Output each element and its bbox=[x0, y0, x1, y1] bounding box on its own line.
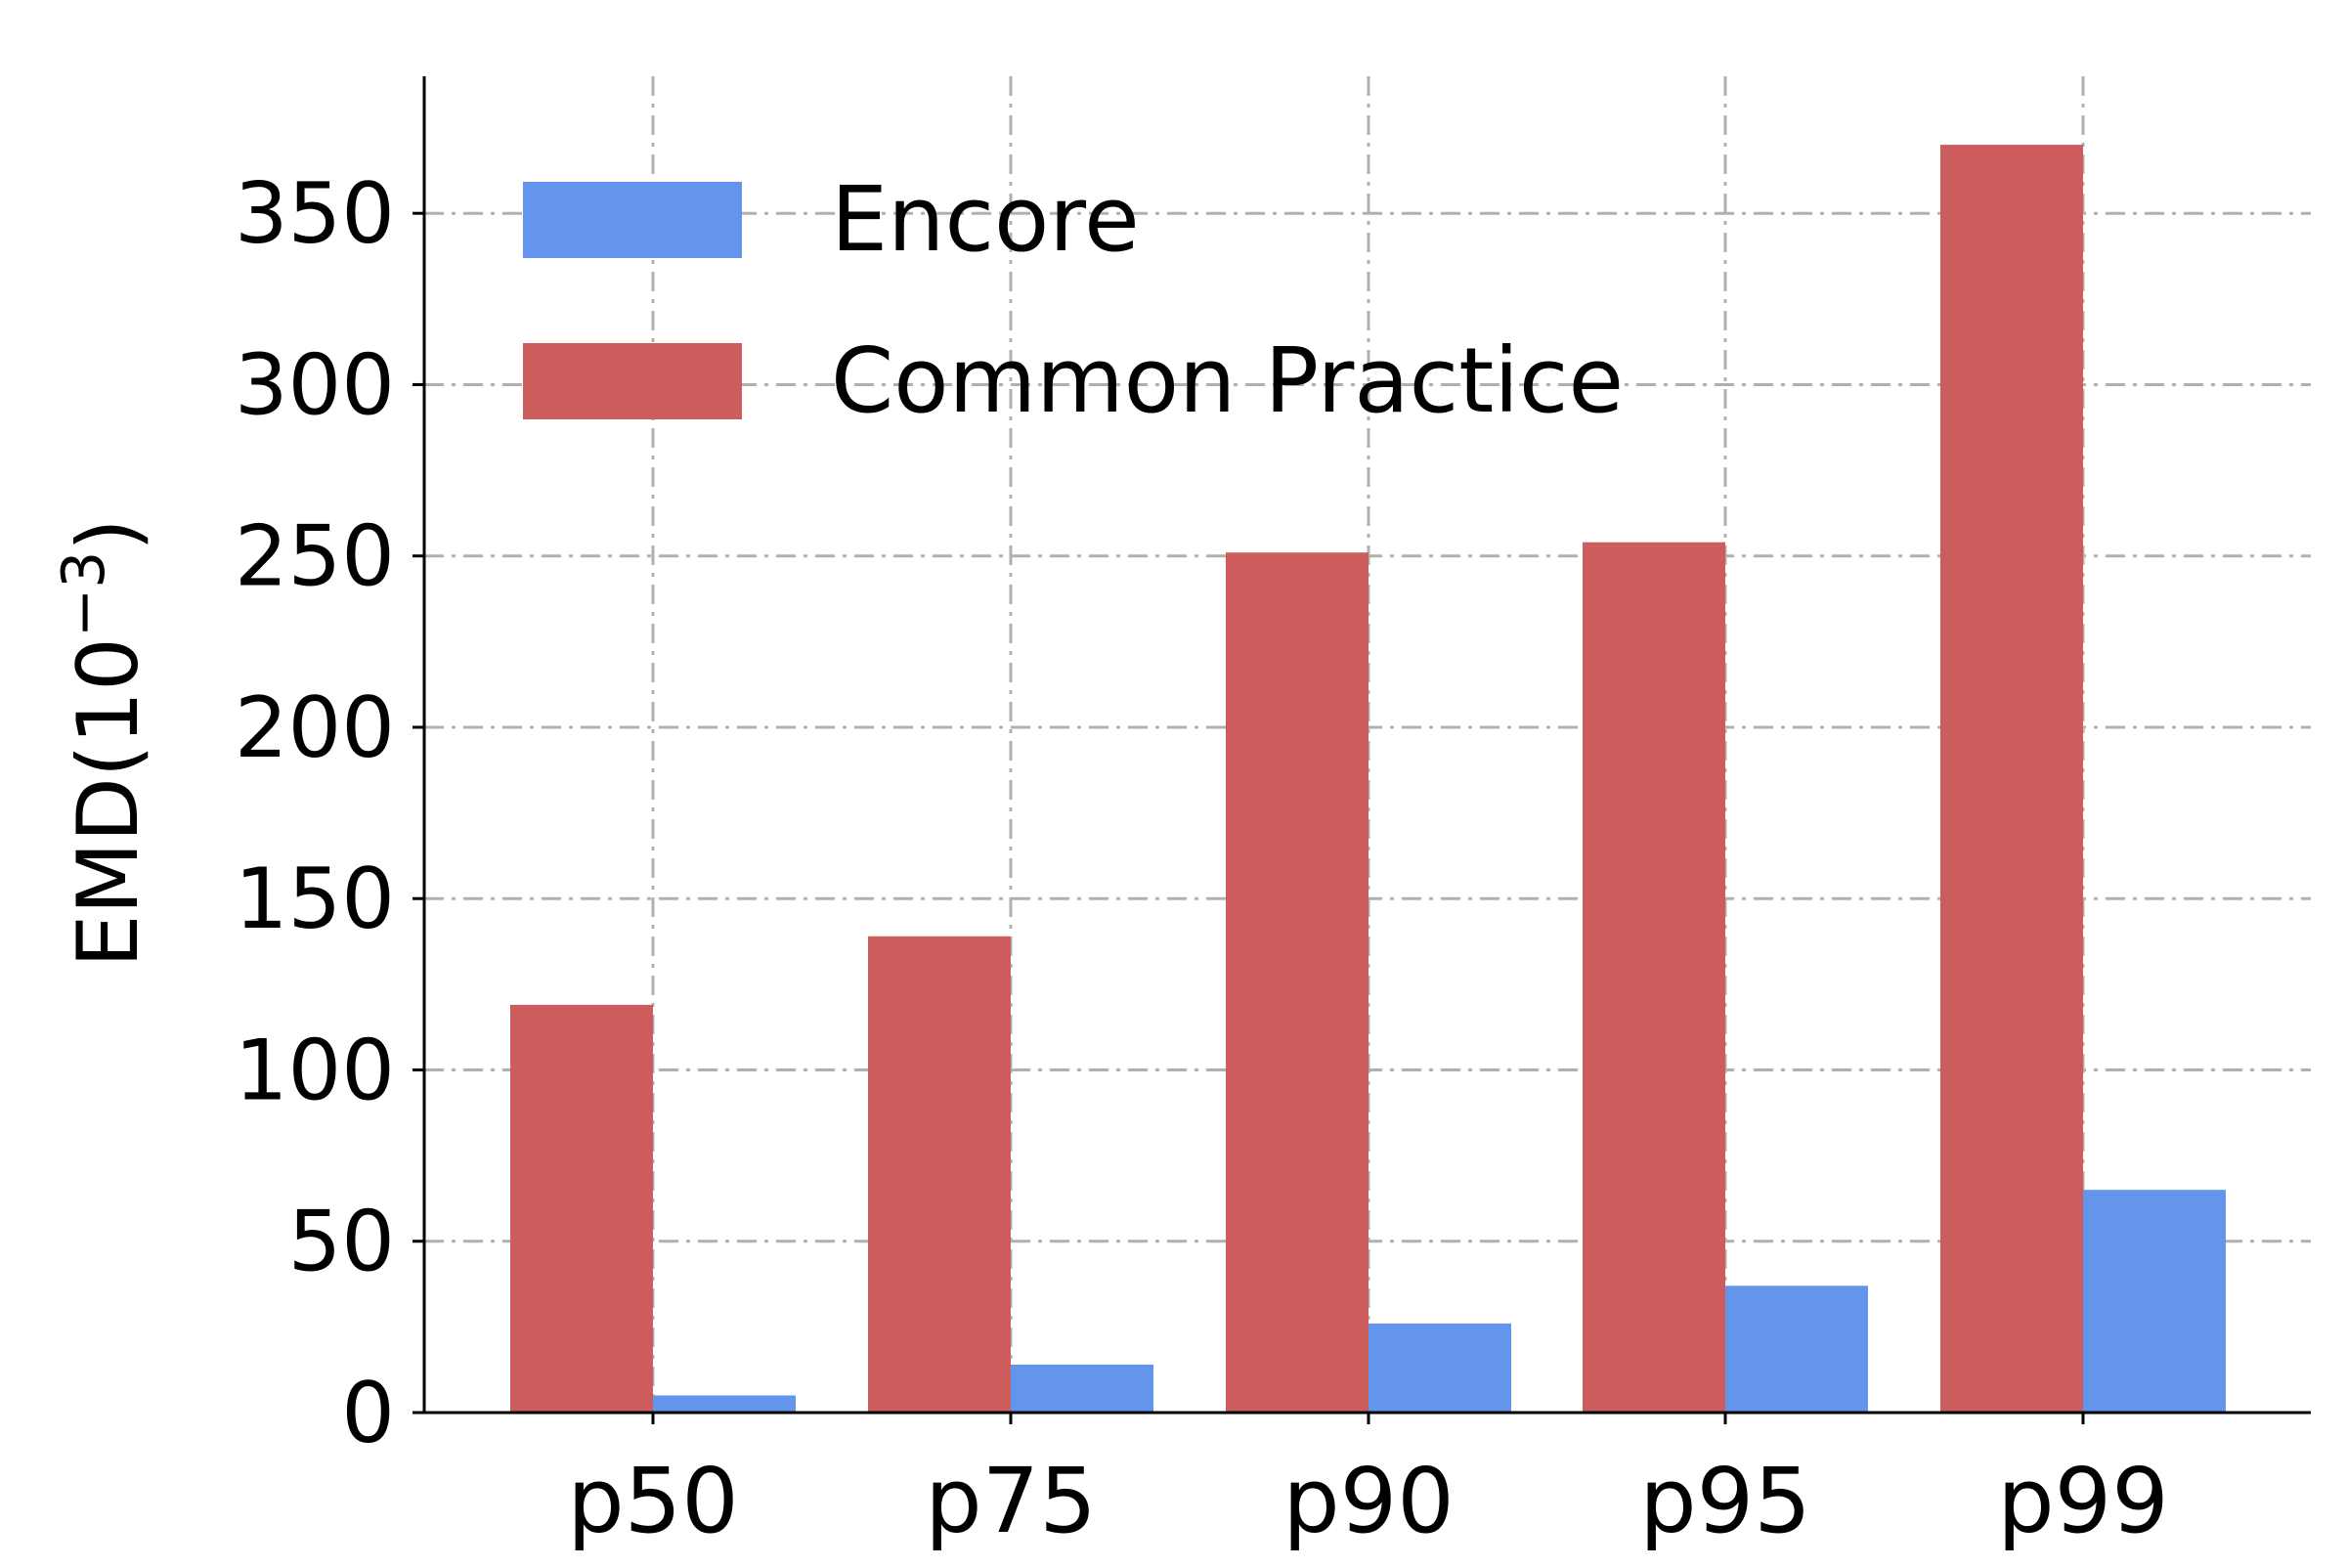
bar-common-practice bbox=[1940, 145, 2083, 1414]
bar-encore bbox=[653, 1395, 796, 1413]
x-tick-label: p50 bbox=[567, 1449, 738, 1553]
bar-common-practice bbox=[1583, 542, 1725, 1413]
y-tick-label: 100 bbox=[235, 1022, 395, 1119]
bar-encore bbox=[2083, 1190, 2226, 1413]
y-axis-label: EMD(10−3) bbox=[50, 518, 157, 968]
y-tick-label: 200 bbox=[235, 679, 395, 777]
y-axis-label-main: EMD(10 bbox=[60, 637, 157, 968]
y-tick-label: 300 bbox=[235, 336, 395, 434]
y-tick-label: 350 bbox=[235, 165, 395, 263]
y-tick-label: 250 bbox=[235, 508, 395, 606]
legend-label: Encore bbox=[831, 167, 1140, 272]
x-tick-label: p95 bbox=[1639, 1449, 1810, 1553]
y-tick-label: 150 bbox=[235, 850, 395, 948]
legend: Encore Common Practice bbox=[523, 167, 1624, 433]
x-tick-label: p99 bbox=[1997, 1449, 2168, 1553]
legend-swatch-common-practice bbox=[523, 343, 742, 419]
x-tick-label: p90 bbox=[1282, 1449, 1454, 1553]
bar-common-practice bbox=[1226, 552, 1368, 1413]
bar-common-practice bbox=[868, 936, 1011, 1413]
y-tick-label: 0 bbox=[341, 1365, 395, 1462]
bar-common-practice bbox=[510, 1004, 653, 1413]
bar-encore bbox=[1368, 1323, 1511, 1413]
x-ticks: p50 p75 p90 p95 p99 bbox=[567, 1413, 2169, 1553]
legend-label: Common Practice bbox=[831, 328, 1624, 433]
x-tick-label: p75 bbox=[925, 1449, 1096, 1553]
y-tick-label: 50 bbox=[288, 1194, 395, 1291]
bar-encore bbox=[1011, 1364, 1153, 1413]
y-axis-label-exponent: −3 bbox=[50, 551, 118, 637]
legend-swatch-encore bbox=[523, 182, 742, 258]
bar-encore bbox=[1725, 1285, 1868, 1413]
bars bbox=[510, 145, 2226, 1414]
y-ticks: 0 50 100 150 200 250 300 350 bbox=[235, 165, 424, 1462]
y-axis-label-close: ) bbox=[60, 518, 157, 551]
